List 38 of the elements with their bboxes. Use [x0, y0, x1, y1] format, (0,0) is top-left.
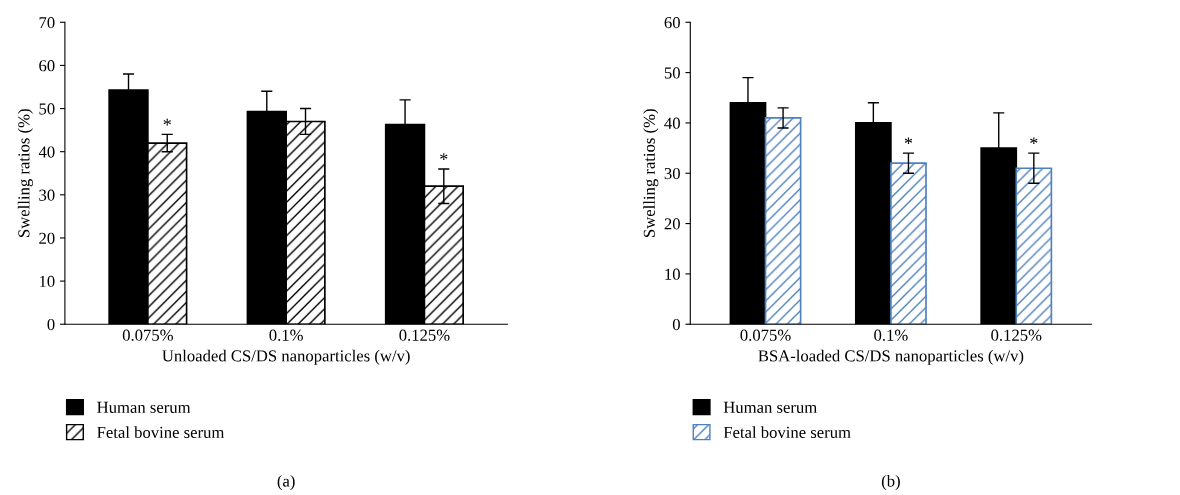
legend-label: Human serum — [97, 401, 191, 413]
y-tick-label: 20 — [39, 232, 55, 244]
y-tick-label: 40 — [38, 146, 55, 158]
x-tick-label: 0.1% — [269, 329, 303, 341]
text: (a) — [277, 474, 295, 491]
y-tick-label: 30 — [39, 189, 55, 201]
annotation: * — [163, 118, 171, 126]
text: (b) — [881, 474, 900, 491]
y-axis-title: Swelling ratios (%) — [643, 109, 659, 237]
bar — [764, 117, 802, 325]
x-tick-label: 0.1% — [874, 329, 908, 341]
annotation: * — [440, 153, 448, 160]
x-axis-title: BSA-loaded CS/DS nanoparticles (w/v) — [758, 349, 1024, 365]
y-tick-label: 30 — [664, 167, 680, 180]
y-tick-label: 10 — [39, 275, 55, 288]
y-tick-label: 50 — [664, 67, 680, 79]
y-tick-label: 60 — [664, 16, 680, 29]
bar — [1015, 167, 1053, 325]
annotation: * — [904, 137, 913, 145]
y-tick-label: 10 — [665, 268, 680, 280]
y-tick-label: 60 — [39, 60, 55, 72]
y-tick-label: 70 — [39, 16, 55, 29]
bar — [890, 162, 927, 325]
legend-label: Human serum — [723, 401, 817, 413]
x-tick-label: 0.075% — [740, 329, 791, 341]
x-tick-label: 0.075% — [122, 329, 173, 341]
y-tick-label: 0 — [47, 318, 55, 331]
y-tick-label: 20 — [664, 218, 680, 230]
y-tick-label: 50 — [39, 103, 55, 115]
y-axis-title: Swelling ratios (%) — [17, 109, 33, 237]
x-axis-title: Unloaded CS/DS nanoparticles (w/v) — [162, 349, 410, 365]
legend-label: Fetal bovine serum — [723, 426, 851, 438]
x-tick-label: 0.125% — [991, 329, 1042, 341]
annotation: * — [1030, 137, 1038, 145]
x-tick-label: 0.125% — [399, 329, 450, 341]
y-tick-label: 40 — [664, 117, 680, 129]
legend-label: Fetal bovine serum — [97, 426, 225, 438]
y-tick-label: 0 — [672, 318, 680, 331]
